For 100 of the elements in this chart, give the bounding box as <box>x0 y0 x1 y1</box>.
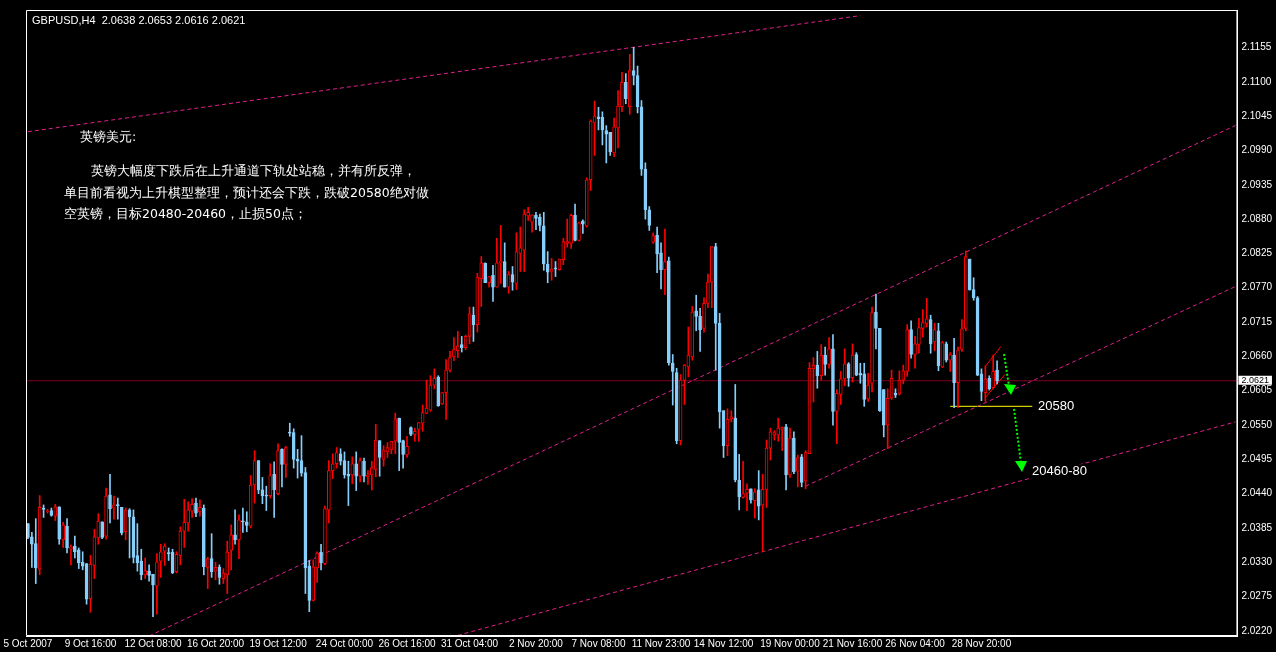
candlestick <box>229 524 233 571</box>
candlestick <box>30 532 34 568</box>
annotation: 英镑大幅度下跌后在上升通道下轨处站稳，并有所反弹， <box>91 162 417 180</box>
candlestick <box>416 422 421 442</box>
candlestick <box>393 412 398 455</box>
y-tick-label: 2.0935 <box>1241 178 1273 190</box>
candlestick <box>608 132 613 156</box>
y-tick-label: 2.0330 <box>1241 556 1273 568</box>
x-tick-label: 5 Oct 2007 <box>3 637 53 649</box>
candlestick <box>709 246 714 309</box>
candlestick <box>792 431 796 475</box>
candlestick <box>37 495 42 576</box>
x-tick-label: 7 Nov 08:00 <box>571 637 626 649</box>
x-tick-label: 16 Oct 20:00 <box>186 637 245 649</box>
candlestick <box>155 553 159 615</box>
candlestick <box>194 497 198 518</box>
candlestick <box>53 503 58 521</box>
candlestick <box>995 360 999 385</box>
candlestick <box>452 337 456 362</box>
candlestick <box>354 451 359 491</box>
candlestick <box>534 211 538 231</box>
candlestick <box>780 426 784 451</box>
y-tick-label: 2.0715 <box>1241 315 1273 327</box>
candlestick <box>948 352 953 372</box>
y-tick-label: 2.0660 <box>1241 350 1273 362</box>
x-tick-label: 19 Nov 00:00 <box>760 637 821 649</box>
candlestick <box>651 232 656 244</box>
candlestick <box>799 454 804 488</box>
candlestick <box>139 548 144 581</box>
candlestick <box>627 53 632 115</box>
candlestick <box>362 457 366 483</box>
candlestick <box>264 485 269 511</box>
annotation: 单目前看视为上升棋型整理，预计还会下跌，跌破20580绝对做 <box>64 184 430 202</box>
y-tick-label: 2.0275 <box>1241 590 1273 602</box>
candlestick <box>346 460 351 506</box>
candlestick <box>233 509 237 545</box>
candlestick <box>73 535 77 559</box>
candlestick <box>276 443 280 496</box>
y-tick-label: 2.1045 <box>1241 109 1273 121</box>
candlestick <box>405 435 409 458</box>
candlestick <box>752 488 757 519</box>
candlestick <box>69 544 73 566</box>
candlestick <box>905 324 910 377</box>
candlestick <box>663 228 667 295</box>
candlestick <box>620 72 624 113</box>
candlestick <box>827 337 831 369</box>
ref-line-label: 2.0621 <box>1241 375 1269 386</box>
candlestick <box>327 460 331 524</box>
candlestick <box>100 521 105 539</box>
chart-title: GBPUSD,H4 2.0638 2.0653 2.0616 2.0621 <box>32 14 246 27</box>
candlestick <box>487 276 491 288</box>
candlestick <box>65 518 69 554</box>
candlestick <box>917 317 921 354</box>
y-tick-label: 2.0495 <box>1241 453 1273 465</box>
candlestick <box>186 501 190 532</box>
x-tick-label: 21 Nov 16:00 <box>822 637 883 649</box>
candlestick <box>244 511 249 533</box>
x-tick-label: 28 Nov 20:00 <box>951 637 1012 649</box>
annotation: 20460-80 <box>1032 462 1087 478</box>
candlestick <box>502 242 507 288</box>
candlestick <box>815 351 820 389</box>
candlestick <box>350 456 355 485</box>
candlestick <box>491 264 495 302</box>
candlestick <box>459 336 464 353</box>
x-tick-label: 26 Oct 16:00 <box>378 637 437 649</box>
candlestick <box>45 508 50 514</box>
annotation: 空英镑，目标20480-20460，止损50点； <box>64 205 308 223</box>
candlestick <box>530 214 534 233</box>
candlestick <box>874 293 878 350</box>
candlestick <box>319 543 323 571</box>
y-tick-label: 2.0825 <box>1241 247 1273 259</box>
candlestick <box>553 261 558 277</box>
candlestick <box>944 341 949 363</box>
candlestick <box>61 522 65 548</box>
y-tick-label: 2.1155 <box>1241 41 1272 53</box>
candlestick <box>358 457 362 483</box>
y-tick-label: 2.0440 <box>1241 487 1273 499</box>
candlestick <box>280 448 284 488</box>
y-tick-label: 2.1100 <box>1241 75 1272 87</box>
candlestick <box>624 73 628 104</box>
candlestick <box>819 344 824 381</box>
candlestick <box>495 238 499 288</box>
candlestick <box>57 506 62 545</box>
annotation: 20580 <box>1038 397 1075 413</box>
candlestick <box>831 334 835 426</box>
candlestick <box>151 573 155 617</box>
candlestick <box>108 474 112 524</box>
candlestick <box>455 331 460 358</box>
candlestick <box>659 242 663 290</box>
y-tick-label: 2.0385 <box>1241 521 1273 533</box>
x-tick-label: 14 Nov 12:00 <box>693 637 754 649</box>
candlestick <box>241 507 245 533</box>
candlestick <box>41 504 46 518</box>
candlestick <box>33 518 38 584</box>
candlestick <box>413 427 417 442</box>
y-tick-label: 2.0770 <box>1241 281 1273 293</box>
x-tick-label: 24 Oct 00:00 <box>315 637 374 649</box>
candlestick <box>862 362 867 407</box>
candlestick <box>522 209 527 272</box>
candlestick <box>284 445 288 478</box>
